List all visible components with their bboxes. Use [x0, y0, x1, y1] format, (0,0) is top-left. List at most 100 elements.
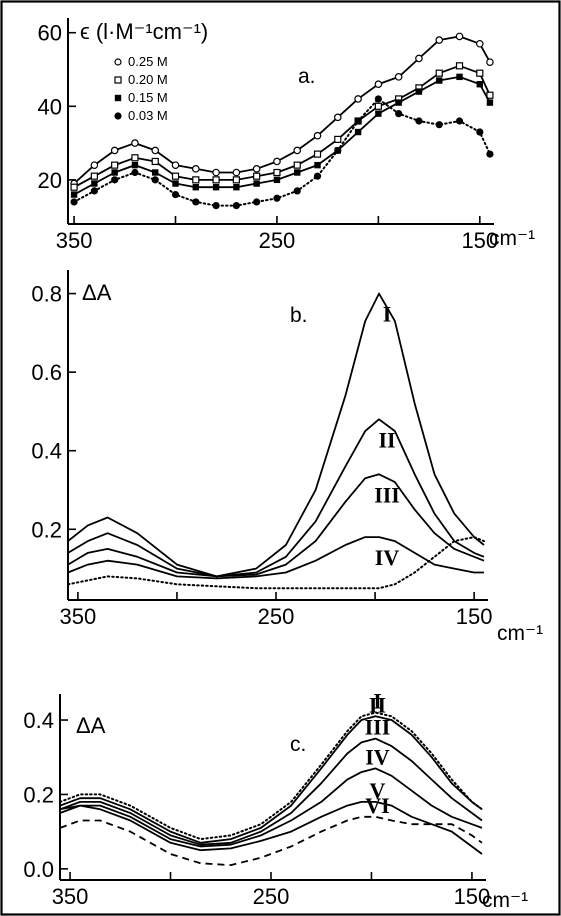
data-point [151, 176, 159, 184]
x-tick-label: 150 [456, 604, 493, 629]
series-label-iii: III [374, 482, 400, 507]
data-point [415, 54, 423, 63]
data-point [131, 154, 139, 162]
data-point [232, 202, 240, 210]
series-line-iii [67, 473, 485, 578]
x-tick-label: 250 [259, 228, 296, 253]
data-point [313, 150, 322, 158]
series-label-v: V [370, 778, 386, 803]
data-point [212, 176, 220, 184]
panel-c-ylabel: ΔA [76, 713, 106, 738]
data-point [375, 110, 382, 117]
data-point [90, 187, 98, 195]
panel-a-label: a. [298, 65, 316, 88]
data-point [435, 36, 444, 44]
series-line-iv [59, 767, 483, 848]
data-point [395, 99, 402, 106]
data-point [172, 180, 179, 187]
legend-entry: 0.20 M [128, 72, 168, 87]
data-point [374, 102, 382, 110]
data-point [273, 168, 281, 177]
series-label-vi: VI [365, 793, 389, 818]
data-point [212, 184, 220, 191]
series-line-i [59, 711, 483, 841]
data-point [171, 172, 180, 180]
data-point [70, 191, 78, 198]
data-point [415, 117, 423, 125]
data-point [313, 131, 322, 140]
data-point [192, 184, 199, 191]
data-point [273, 157, 281, 166]
series-line-iv [67, 536, 484, 580]
y-tick-label: 0.4 [23, 708, 54, 733]
data-point [273, 176, 281, 184]
data-point [70, 198, 78, 206]
panel-a-legend: 0.25 M 0.20 M 0.15 M 0.03 M [114, 54, 168, 123]
data-point [252, 165, 261, 173]
data-point [293, 187, 301, 195]
series-line-i [67, 292, 485, 578]
legend-entry: 0.03 M [128, 108, 168, 123]
series-line-0-03-m [73, 97, 491, 207]
legend-marker [114, 94, 122, 102]
series-line-0-15-m [73, 76, 491, 196]
series-line-ii [59, 715, 483, 844]
data-point [91, 180, 98, 187]
data-point [354, 117, 362, 125]
x-tick-label: 150 [461, 228, 498, 253]
data-point [212, 168, 220, 177]
data-point [354, 95, 362, 103]
data-point [334, 146, 342, 155]
data-point [111, 176, 119, 184]
y-tick-label: 60 [38, 21, 62, 46]
y-tick-label: 0.8 [31, 282, 62, 307]
data-point [152, 169, 159, 176]
data-point [456, 73, 463, 81]
panel-a-ylabel: ϵ (l·M⁻¹cm⁻¹) [80, 19, 208, 44]
data-point [192, 176, 200, 184]
panel-c-label: c. [290, 733, 306, 756]
data-point [192, 165, 200, 173]
data-point [435, 121, 443, 129]
data-point [374, 80, 383, 89]
data-point [455, 32, 464, 41]
data-point [253, 180, 260, 187]
data-point [475, 39, 484, 48]
data-point [253, 198, 261, 206]
data-point [334, 135, 342, 143]
legend-marker [114, 112, 122, 120]
series-label-iii: III [365, 715, 391, 740]
data-point [374, 95, 382, 103]
data-point [436, 77, 443, 84]
y-tick-label: 20 [38, 168, 62, 193]
data-point [486, 58, 494, 66]
series-label-iv: IV [365, 744, 390, 769]
panel-b-xunit: cm⁻¹ [497, 622, 543, 645]
y-tick-label: 0.4 [31, 439, 62, 464]
legend-entry: 0.15 M [128, 90, 168, 105]
series-label-ii: II [369, 692, 386, 717]
x-tick-label: 250 [253, 884, 290, 909]
data-point [111, 161, 119, 169]
data-point [233, 184, 240, 191]
y-tick-label: 0.2 [31, 517, 62, 542]
data-point [131, 161, 139, 169]
series-line-vi [59, 815, 483, 866]
data-point [232, 168, 241, 177]
legend-entry: 0.25 M [128, 54, 168, 69]
series-label-ii: II [378, 427, 395, 452]
series-line-unlabeled [67, 536, 485, 590]
data-point [90, 161, 99, 169]
data-point [192, 198, 200, 206]
data-point [212, 202, 220, 210]
legend-marker [114, 76, 122, 84]
series-label-i: I [383, 302, 392, 327]
data-point [394, 73, 403, 81]
data-point [333, 113, 342, 122]
data-point [455, 62, 464, 70]
data-point [131, 139, 139, 147]
legend-marker [114, 58, 122, 66]
